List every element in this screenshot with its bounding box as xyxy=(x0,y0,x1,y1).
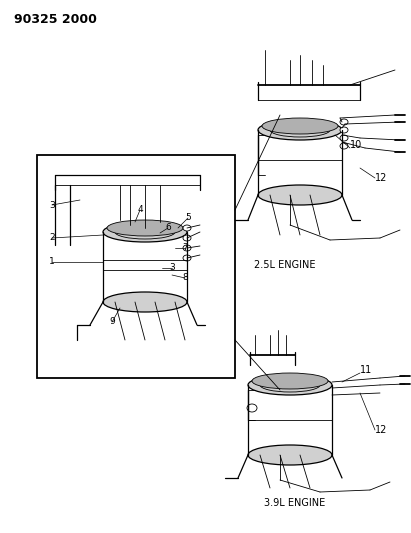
Ellipse shape xyxy=(340,135,348,141)
Ellipse shape xyxy=(103,222,187,242)
Text: 10: 10 xyxy=(350,140,362,150)
Text: 3.9L ENGINE: 3.9L ENGINE xyxy=(264,498,326,508)
Text: 8: 8 xyxy=(182,273,188,282)
Ellipse shape xyxy=(340,127,348,133)
Ellipse shape xyxy=(183,235,191,241)
Ellipse shape xyxy=(340,143,348,149)
Ellipse shape xyxy=(247,404,257,412)
Text: 5: 5 xyxy=(185,214,191,222)
Ellipse shape xyxy=(248,375,332,395)
Ellipse shape xyxy=(183,245,191,251)
Ellipse shape xyxy=(248,445,332,465)
Ellipse shape xyxy=(183,255,191,261)
Ellipse shape xyxy=(258,120,342,140)
Ellipse shape xyxy=(183,225,191,231)
Text: 2.5L ENGINE: 2.5L ENGINE xyxy=(254,260,316,270)
Text: 4: 4 xyxy=(137,206,143,214)
Ellipse shape xyxy=(262,118,338,134)
Ellipse shape xyxy=(340,119,348,125)
Text: 12: 12 xyxy=(375,173,388,183)
Text: 3: 3 xyxy=(169,263,175,272)
Ellipse shape xyxy=(103,292,187,312)
Ellipse shape xyxy=(258,185,342,205)
Text: 7: 7 xyxy=(182,244,188,253)
Text: 9: 9 xyxy=(109,318,115,327)
Text: 6: 6 xyxy=(165,223,171,232)
Text: 1: 1 xyxy=(49,257,55,266)
Ellipse shape xyxy=(252,373,328,389)
Text: 12: 12 xyxy=(375,425,388,435)
Text: 90325 2000: 90325 2000 xyxy=(14,13,97,26)
Text: 2: 2 xyxy=(49,233,55,243)
Bar xyxy=(37,155,235,378)
Text: 11: 11 xyxy=(360,365,372,375)
Text: 3: 3 xyxy=(49,200,55,209)
Ellipse shape xyxy=(107,220,183,236)
